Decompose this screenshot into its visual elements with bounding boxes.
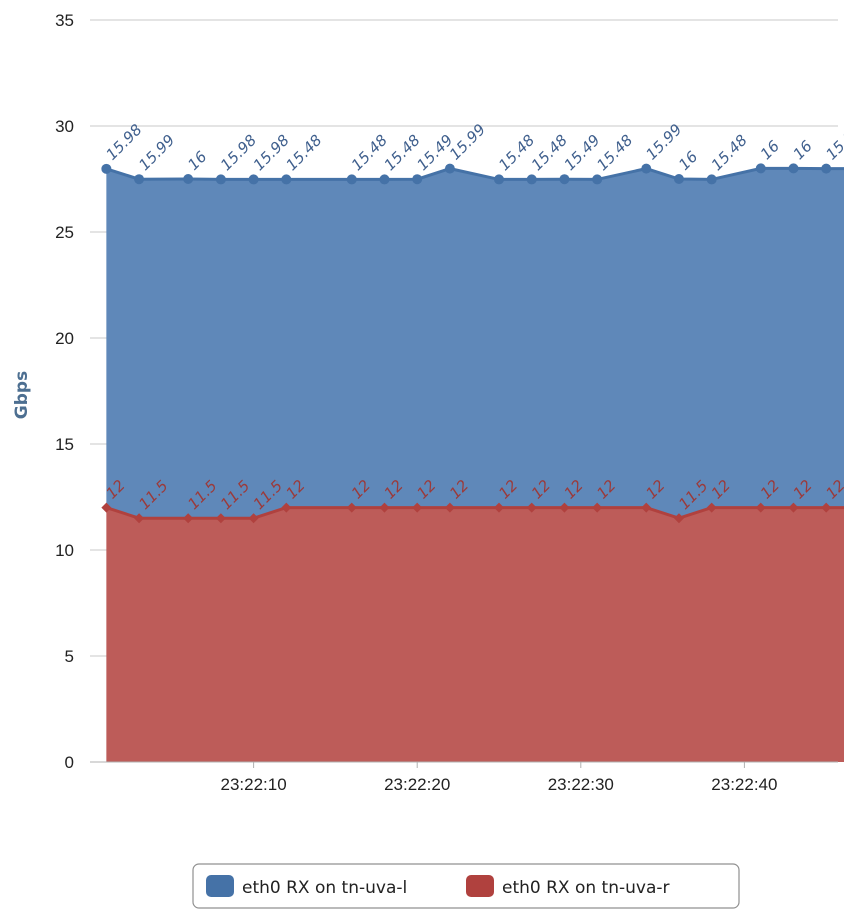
data-label-tn-uva-l: 15.49	[561, 131, 604, 174]
data-label-tn-uva-l: 15.48	[528, 131, 571, 174]
point-tn-uva-l	[379, 174, 390, 185]
y-axis-label: Gbps	[12, 371, 32, 419]
data-label-tn-uva-l: 15.48	[348, 131, 391, 174]
point-tn-uva-r	[215, 513, 226, 524]
point-tn-uva-l	[559, 174, 570, 185]
point-tn-uva-l	[183, 174, 194, 184]
area-series	[105, 166, 844, 762]
point-tn-uva-r	[134, 513, 145, 524]
legend-item-r[interactable]: eth0 RX on tn-uva-r	[466, 875, 670, 898]
point-tn-uva-l	[821, 163, 832, 174]
point-tn-uva-l	[444, 163, 455, 174]
data-label-tn-uva-l: 15.48	[593, 131, 636, 174]
point-tn-uva-r	[592, 502, 603, 513]
legend-label-r: eth0 RX on tn-uva-r	[502, 878, 670, 898]
point-tn-uva-l	[788, 163, 799, 174]
x-tick-label: 23:22:20	[384, 775, 450, 794]
point-tn-uva-r	[673, 513, 684, 524]
legend[interactable]: eth0 RX on tn-uva-l eth0 RX on tn-uva-r	[192, 863, 740, 909]
point-tn-uva-l	[706, 174, 717, 185]
y-tick-label: 30	[55, 117, 74, 136]
area-tn-uva-l	[106, 168, 844, 519]
point-tn-uva-l	[248, 174, 259, 185]
data-label-tn-uva-l: 16	[757, 137, 783, 163]
data-label-tn-uva-l: 15.48	[282, 131, 325, 174]
point-tn-uva-r	[248, 513, 259, 524]
point-tn-uva-r	[101, 502, 112, 513]
point-tn-uva-l	[101, 163, 112, 174]
point-tn-uva-l	[346, 174, 357, 185]
legend-swatch-r	[466, 875, 494, 897]
point-tn-uva-l	[281, 174, 292, 185]
data-label-tn-uva-l: 15.99	[135, 131, 178, 174]
point-tn-uva-l	[755, 163, 766, 174]
point-tn-uva-l	[494, 174, 504, 185]
point-tn-uva-l	[526, 174, 537, 185]
y-tick-label: 35	[55, 11, 74, 30]
point-tn-uva-r	[641, 502, 652, 513]
point-tn-uva-r	[559, 502, 570, 513]
point-tn-uva-l	[215, 174, 226, 185]
point-tn-uva-l	[641, 163, 652, 174]
point-tn-uva-l	[134, 174, 145, 185]
data-label-tn-uva-l: 16	[675, 148, 701, 174]
data-label-tn-uva-l: 15.48	[495, 131, 538, 174]
x-tick-label: 23:22:40	[711, 775, 777, 794]
y-tick-label: 15	[55, 435, 74, 454]
point-tn-uva-r	[755, 502, 766, 513]
y-tick-label: 25	[55, 223, 74, 242]
point-tn-uva-r	[183, 513, 194, 524]
point-tn-uva-r	[788, 502, 799, 513]
point-tn-uva-l	[412, 174, 423, 185]
data-label-tn-uva-l: 15.98	[250, 131, 293, 174]
axes: 0 5 10 15 20 25 30 35 23:22:10 23:22:20 23:22:30 23…	[55, 11, 838, 794]
data-label-tn-uva-l: 16	[184, 148, 210, 174]
y-tick-label: 5	[65, 647, 74, 666]
point-tn-uva-r	[379, 502, 390, 513]
y-tick-label: 20	[55, 329, 74, 348]
point-tn-uva-l	[592, 174, 603, 185]
x-tick-label: 23:22:30	[548, 775, 614, 794]
point-tn-uva-r	[281, 502, 292, 513]
data-label-tn-uva-l: 16	[790, 137, 816, 163]
point-tn-uva-r	[706, 502, 717, 513]
data-label-tn-uva-l: 15.48	[708, 131, 751, 174]
point-tn-uva-r	[346, 502, 357, 513]
data-label-tn-uva-l: 15.48	[381, 131, 424, 174]
point-tn-uva-r	[526, 502, 537, 513]
data-label-tn-uva-l: 15.98	[217, 131, 260, 174]
point-tn-uva-r	[412, 502, 423, 513]
legend-item-l[interactable]: eth0 RX on tn-uva-l	[206, 875, 407, 898]
data-points	[101, 163, 832, 524]
area-tn-uva-r	[106, 507, 844, 762]
y-tick-label: 0	[65, 753, 74, 772]
legend-label-l: eth0 RX on tn-uva-l	[242, 878, 407, 898]
legend-swatch-l	[206, 875, 234, 897]
point-tn-uva-r	[494, 502, 504, 513]
y-tick-label: 10	[55, 541, 74, 560]
point-tn-uva-r	[444, 502, 455, 513]
point-tn-uva-r	[821, 502, 832, 513]
data-label-tn-uva-l: 15.99	[822, 120, 844, 163]
point-tn-uva-l	[673, 174, 684, 184]
x-tick-label: 23:22:10	[221, 775, 287, 794]
